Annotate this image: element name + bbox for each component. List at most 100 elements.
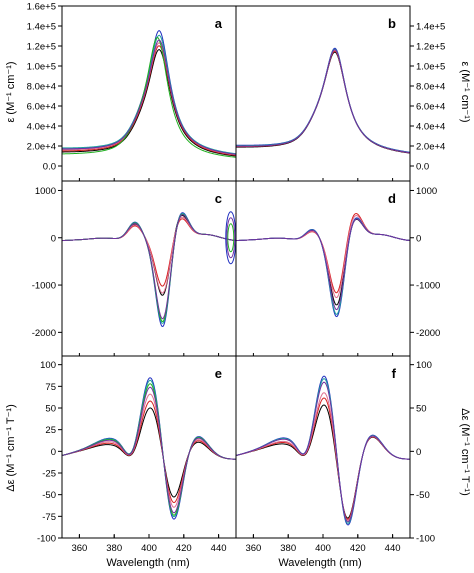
- panel-d: d: [235, 191, 411, 318]
- x-tick-label-1-3: 420: [350, 543, 366, 554]
- series-line-b-3: [236, 49, 411, 154]
- series-line-d-6: [235, 218, 411, 311]
- x-tick-label-0-4: 440: [211, 543, 227, 554]
- y-tick-label-right-2-4: 100: [416, 360, 432, 371]
- series-line-b-2: [236, 50, 411, 154]
- y-tick-label-right-1-2: 0: [416, 233, 421, 244]
- axes-layer: 360 380 400 420 440 360 380 400 420 440 0.0 2.0e+4 4…: [27, 2, 446, 555]
- y-tick-label-right-1-0: -2000: [416, 328, 440, 339]
- x-axis-label-left: Wavelength (nm): [106, 557, 189, 569]
- y-tick-label-left-0-0: 0.0: [43, 162, 56, 173]
- x-tick-label-1-1: 380: [280, 543, 296, 554]
- panel-c: c: [61, 191, 237, 328]
- y-tick-label-left-2-4: 0: [51, 447, 56, 458]
- y-tick-label-right-1-1: -1000: [416, 281, 440, 292]
- series-line-c-3: [61, 216, 237, 294]
- series-line-c-4: [61, 212, 237, 328]
- panel-letter-a: a: [215, 16, 223, 31]
- x-tick-label-0-2: 400: [141, 543, 157, 554]
- panels-layer: a b c d e f: [61, 16, 411, 526]
- series-line-d-5: [235, 218, 411, 315]
- y-axis-label-left-top: ε (M⁻¹ cm⁻¹): [5, 61, 17, 122]
- y-tick-label-right-0-0: 0.0: [416, 162, 429, 173]
- y-tick-label-left-0-4: 8.0e+4: [27, 82, 56, 93]
- x-tick-label-1-4: 440: [385, 543, 401, 554]
- series-line-d-4: [235, 217, 411, 318]
- edge-artifact-c-1: [227, 223, 235, 253]
- series-line-c-7: [61, 214, 237, 320]
- series-line-e-1: [61, 407, 237, 498]
- panel-letter-c: c: [215, 191, 222, 206]
- y-tick-label-right-0-2: 4.0e+4: [416, 122, 445, 133]
- y-tick-label-left-2-8: 100: [40, 360, 56, 371]
- y-tick-label-right-0-6: 1.2e+5: [416, 42, 445, 53]
- series-line-a-2: [61, 45, 237, 156]
- panel-letter-b: b: [388, 16, 396, 31]
- y-tick-label-right-0-4: 8.0e+4: [416, 82, 445, 93]
- x-axis-label-right: Wavelength (nm): [278, 557, 361, 569]
- y-tick-label-left-1-0: -2000: [32, 328, 56, 339]
- y-tick-label-left-0-2: 4.0e+4: [27, 122, 56, 133]
- panel-letter-d: d: [388, 191, 396, 206]
- y-axis-label-right-bottom: Δε (M⁻¹ cm⁻¹ T⁻¹): [459, 408, 471, 496]
- y-tick-label-right-0-5: 1.0e+5: [416, 62, 445, 73]
- y-tick-label-left-0-1: 2.0e+4: [27, 142, 56, 153]
- series-line-e-2: [61, 400, 237, 504]
- y-tick-label-left-0-7: 1.4e+5: [27, 22, 56, 33]
- series-line-a-4: [62, 30, 237, 155]
- series-line-b-5: [235, 48, 411, 153]
- y-tick-label-right-2-3: 50: [416, 404, 427, 415]
- series-line-a-3: [61, 42, 237, 156]
- series-line-e-3: [61, 393, 237, 508]
- y-tick-label-left-1-1: -1000: [32, 281, 56, 292]
- panel-e: e: [61, 366, 237, 520]
- y-tick-label-left-0-6: 1.2e+5: [27, 42, 56, 53]
- series-line-f-6: [235, 381, 411, 523]
- series-line-c-6: [61, 213, 237, 322]
- y-tick-label-right-2-0: -100: [416, 534, 435, 545]
- series-line-d-3: [235, 215, 411, 299]
- y-tick-label-left-2-6: 50: [45, 404, 56, 415]
- x-tick-label-1-0: 360: [245, 543, 261, 554]
- panel-letter-e: e: [215, 366, 222, 381]
- y-tick-label-left-2-5: 25: [45, 425, 56, 436]
- series-line-a-1: [61, 49, 237, 157]
- x-tick-label-0-3: 420: [176, 543, 192, 554]
- panel-a: a: [61, 16, 237, 158]
- y-tick-label-left-0-5: 1.0e+5: [27, 62, 56, 73]
- y-tick-label-left-2-2: -50: [42, 490, 56, 501]
- y-tick-label-right-0-7: 1.4e+5: [416, 22, 445, 33]
- series-line-f-2: [235, 397, 411, 520]
- x-tick-label-0-0: 360: [71, 543, 87, 554]
- series-line-b-4: [235, 47, 411, 153]
- series-line-a-7: [62, 39, 237, 155]
- series-line-a-5: [62, 34, 237, 155]
- y-tick-label-left-2-1: -75: [42, 512, 56, 523]
- y-tick-label-right-0-3: 6.0e+4: [416, 102, 445, 113]
- series-line-a-6: [61, 37, 237, 158]
- y-axis-label-left-bottom: Δε (M⁻¹ cm⁻¹ T⁻¹): [5, 404, 17, 492]
- series-line-c-5: [61, 213, 237, 324]
- y-tick-label-left-1-3: 1000: [35, 186, 56, 197]
- series-line-f-3: [235, 392, 411, 522]
- series-line-d-1: [235, 218, 411, 306]
- edge-artifact-c-2: [226, 217, 236, 259]
- panel-b: b: [235, 16, 411, 154]
- y-tick-label-left-0-3: 6.0e+4: [27, 102, 56, 113]
- y-tick-label-left-2-3: -25: [42, 469, 56, 480]
- y-tick-label-right-2-2: 0: [416, 447, 421, 458]
- y-tick-label-left-0-8: 1.6e+5: [27, 2, 56, 13]
- series-line-d-2: [235, 213, 411, 294]
- y-tick-label-left-2-7: 75: [45, 382, 56, 393]
- y-tick-label-left-2-0: -100: [37, 534, 56, 545]
- y-tick-label-right-1-3: 1000: [416, 186, 437, 197]
- y-tick-label-right-2-1: -50: [416, 490, 430, 501]
- y-tick-label-left-1-2: 0: [51, 233, 56, 244]
- series-line-c-1: [61, 214, 237, 296]
- series-line-b-1: [236, 51, 411, 154]
- y-axis-label-right-top: ε (M⁻¹ cm⁻¹): [459, 61, 471, 122]
- series-line-f-1: [235, 404, 411, 519]
- x-tick-label-1-2: 400: [315, 543, 331, 554]
- y-tick-label-right-0-1: 2.0e+4: [416, 142, 445, 153]
